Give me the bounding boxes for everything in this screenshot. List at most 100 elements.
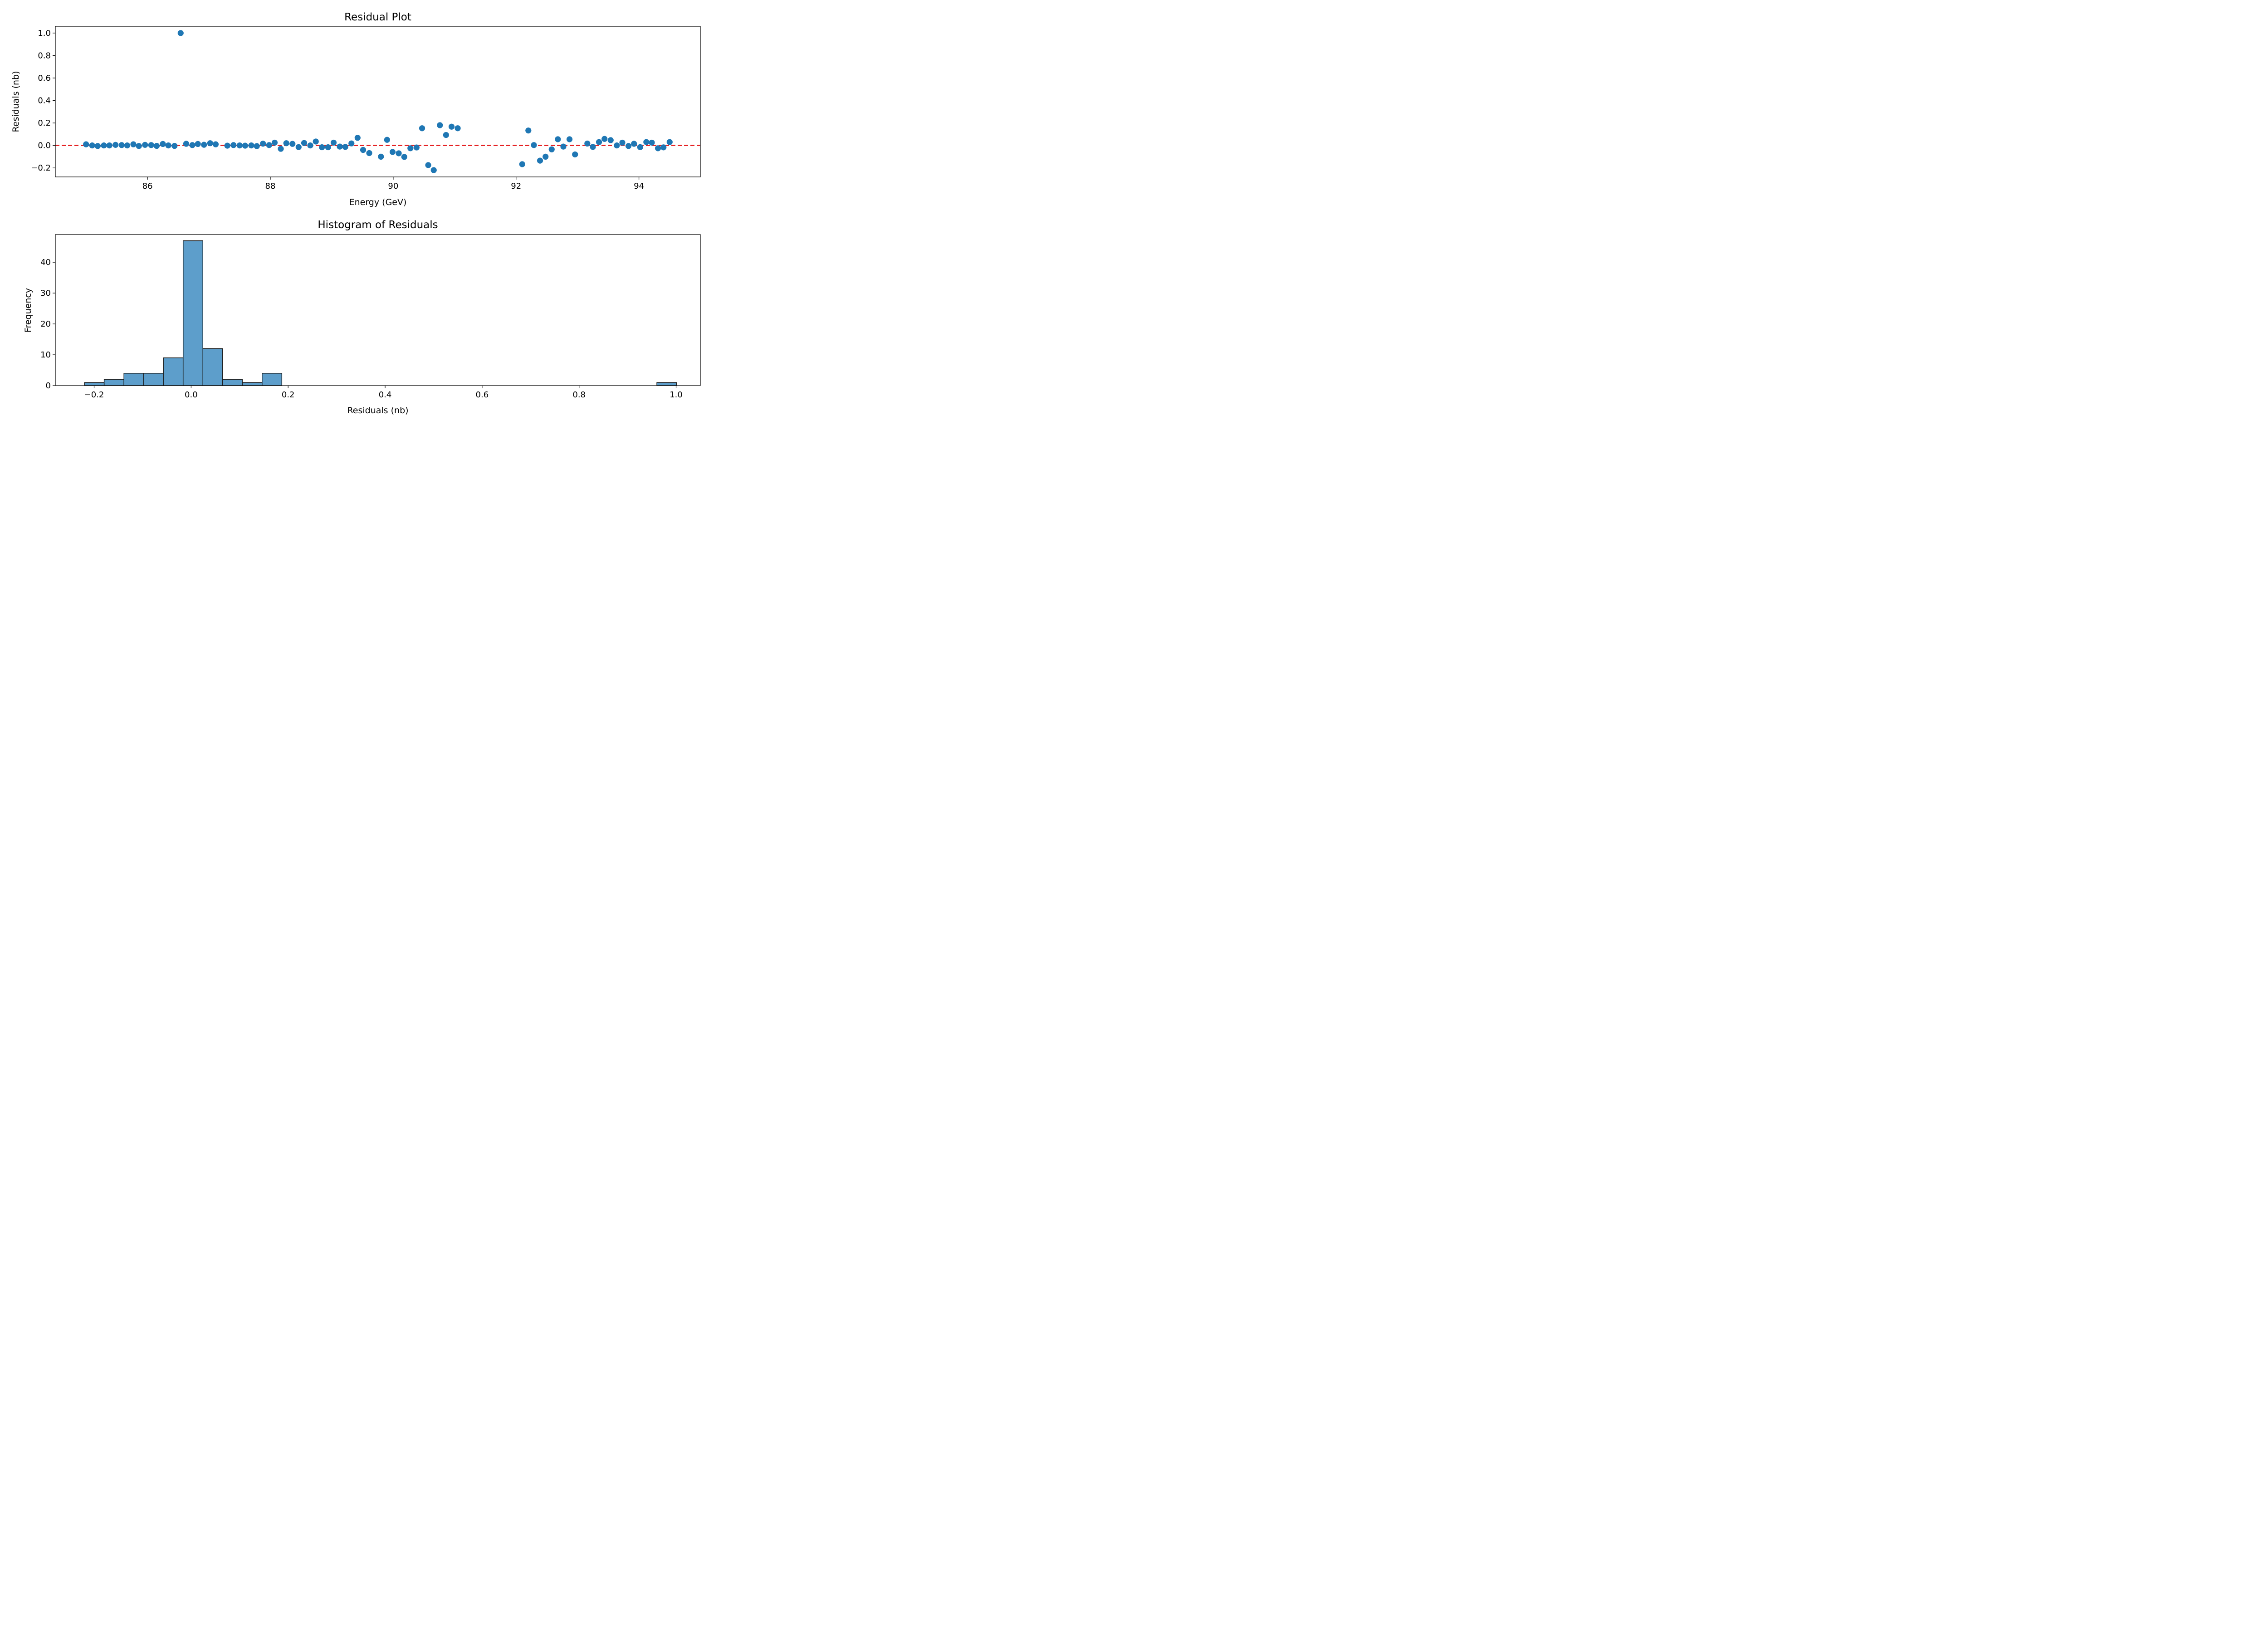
x-tick-label: 0.8	[572, 390, 586, 400]
residual-point	[301, 140, 308, 146]
residual-point	[307, 142, 313, 149]
histogram-bar	[182, 240, 203, 386]
residual-point	[248, 142, 254, 149]
x-tick-label: 0.6	[476, 390, 489, 400]
residual-point	[106, 142, 112, 149]
residual-point	[443, 132, 449, 138]
residual-point	[94, 143, 101, 149]
x-tick-label: 88	[265, 181, 276, 191]
residual-histogram-frame	[55, 234, 701, 386]
histogram-bar	[242, 382, 263, 386]
x-tick-label: 94	[634, 181, 644, 191]
residual-point	[148, 142, 154, 148]
residual-plot-title: Residual Plot	[344, 11, 411, 23]
residual-point	[643, 139, 650, 145]
histogram-bar	[143, 373, 164, 386]
residual-point	[378, 153, 384, 160]
residual-plot-y-label: Residuals (nb)	[11, 71, 21, 132]
residual-point	[419, 125, 425, 132]
residual-point	[614, 142, 620, 149]
residual-point	[118, 142, 125, 148]
residual-point	[655, 145, 661, 152]
residual-point	[584, 140, 591, 147]
residual-histogram-x-label: Residuals (nb)	[347, 406, 408, 416]
residual-histogram-y-label: Frequency	[23, 288, 33, 332]
residual-point	[537, 157, 543, 164]
residual-plot-x-label: Energy (GeV)	[349, 197, 407, 207]
residual-point	[266, 142, 272, 148]
y-tick-label: 30	[40, 288, 51, 298]
residual-point	[360, 147, 367, 153]
residual-point	[83, 141, 89, 147]
residual-point	[153, 143, 160, 149]
residual-point	[325, 144, 331, 151]
histogram-bar	[262, 373, 283, 386]
y-tick-label: 10	[40, 350, 51, 360]
residual-point	[278, 146, 284, 152]
residual-point	[389, 149, 396, 155]
y-tick-label: 40	[40, 258, 51, 267]
histogram-bar	[222, 379, 243, 386]
residual-point	[289, 141, 296, 147]
residual-point	[637, 144, 643, 150]
residual-point	[407, 145, 414, 152]
y-tick-label: 1.0	[38, 29, 51, 38]
residual-point	[396, 150, 402, 156]
residual-point	[242, 142, 249, 149]
residual-point	[130, 141, 137, 147]
x-tick-label: 0.0	[185, 390, 198, 400]
y-tick-label: 0	[46, 381, 51, 391]
y-tick-label: 0.6	[38, 73, 51, 83]
residual-point	[236, 142, 243, 149]
residual-point	[555, 136, 561, 142]
residual-point	[207, 140, 213, 147]
residual-point	[271, 139, 278, 146]
residual-point	[601, 136, 608, 142]
residual-plot-frame	[55, 26, 701, 177]
residual-point	[160, 141, 166, 147]
histogram-bar	[123, 373, 144, 386]
residual-point	[319, 144, 325, 151]
histogram-bar	[163, 357, 184, 386]
y-tick-label: 0.8	[38, 51, 51, 60]
residual-point	[354, 135, 361, 141]
figure: Residual Plot 86 88 90 92 94 −0.2 0.0 0.2 0.4 0.…	[11, 11, 701, 416]
residual-point	[425, 162, 431, 168]
residual-point	[195, 141, 201, 147]
residual-point	[566, 136, 573, 142]
residual-point	[607, 137, 614, 143]
residual-point	[666, 139, 673, 145]
residual-point	[254, 143, 260, 149]
residual-point	[283, 140, 289, 147]
residual-histogram: Histogram of Residuals −0.2 0.0 0.2 0.4 0.6 0…	[23, 219, 701, 416]
residual-point	[596, 139, 602, 145]
residual-histogram-x-ticks: −0.2 0.0 0.2 0.4 0.6 0.8 1.0	[84, 386, 683, 400]
y-tick-label: 0.0	[38, 141, 51, 151]
residual-point	[89, 142, 95, 149]
histogram-bar	[656, 382, 677, 386]
residual-point	[330, 139, 337, 146]
residual-point	[548, 146, 555, 152]
residual-point	[531, 142, 537, 148]
residual-point	[660, 144, 667, 151]
residual-point	[201, 142, 207, 148]
histogram-bar	[202, 348, 223, 386]
residual-point	[260, 141, 266, 147]
residual-point	[295, 144, 302, 150]
residual-point	[124, 142, 131, 149]
residual-point	[519, 161, 525, 167]
x-tick-label: 1.0	[670, 390, 683, 400]
residual-point	[401, 154, 407, 160]
x-tick-label: 86	[142, 181, 153, 191]
residual-point	[337, 143, 343, 150]
y-tick-label: −0.2	[31, 163, 51, 173]
residual-point	[171, 143, 178, 149]
residual-point	[590, 144, 596, 150]
residual-point	[342, 144, 348, 150]
residual-histogram-y-ticks: 0 10 20 30 40	[40, 258, 55, 391]
residual-point	[177, 30, 184, 36]
residual-plot-x-ticks: 86 88 90 92 94	[142, 177, 644, 191]
residual-point	[136, 143, 142, 149]
x-tick-label: −0.2	[84, 390, 104, 400]
residual-point	[543, 153, 549, 160]
